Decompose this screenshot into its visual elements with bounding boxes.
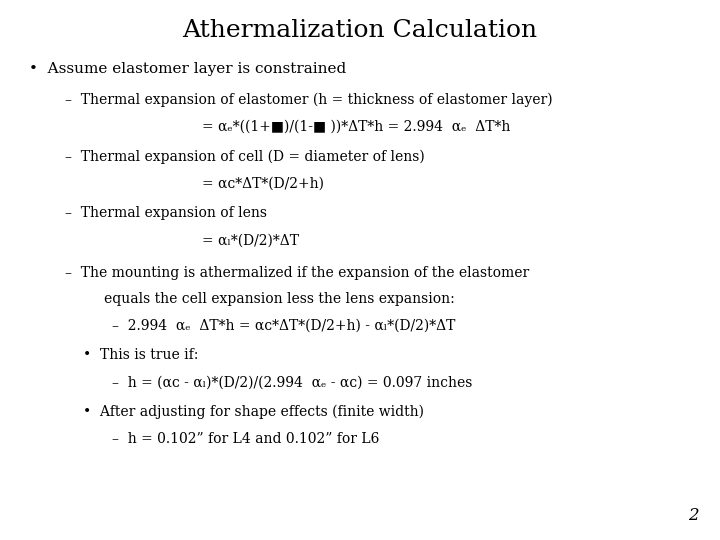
Text: –  2.994  αₑ  ΔT*h = αᴄ*ΔT*(D/2+h) - αₗ*(D/2)*ΔT: – 2.994 αₑ ΔT*h = αᴄ*ΔT*(D/2+h) - αₗ*(D/… [112,319,455,333]
Text: –  h = (αᴄ - αₗ)*(D/2)/(2.994  αₑ - αᴄ) = 0.097 inches: – h = (αᴄ - αₗ)*(D/2)/(2.994 αₑ - αᴄ) = … [112,375,472,389]
Text: = αₑ*((1+■)/(1-■ ))*ΔT*h = 2.994  αₑ  ΔT*h: = αₑ*((1+■)/(1-■ ))*ΔT*h = 2.994 αₑ ΔT*h [202,120,510,134]
Text: –  Thermal expansion of cell (D = diameter of lens): – Thermal expansion of cell (D = diamete… [65,150,425,164]
Text: 2: 2 [688,507,698,524]
Text: = αₗ*(D/2)*ΔT: = αₗ*(D/2)*ΔT [202,233,299,247]
Text: –  The mounting is athermalized if the expansion of the elastomer: – The mounting is athermalized if the ex… [65,266,529,280]
Text: –  Thermal expansion of elastomer (h = thickness of elastomer layer): – Thermal expansion of elastomer (h = th… [65,93,552,107]
Text: –  Thermal expansion of lens: – Thermal expansion of lens [65,206,267,220]
Text: = αᴄ*ΔT*(D/2+h): = αᴄ*ΔT*(D/2+h) [202,177,323,191]
Text: •  Assume elastomer layer is constrained: • Assume elastomer layer is constrained [29,62,346,76]
Text: Athermalization Calculation: Athermalization Calculation [182,19,538,42]
Text: •  This is true if:: • This is true if: [83,348,198,362]
Text: equals the cell expansion less the lens expansion:: equals the cell expansion less the lens … [104,292,455,306]
Text: –  h = 0.102” for L4 and 0.102” for L6: – h = 0.102” for L4 and 0.102” for L6 [112,432,379,446]
Text: •  After adjusting for shape effects (finite width): • After adjusting for shape effects (fin… [83,405,424,420]
